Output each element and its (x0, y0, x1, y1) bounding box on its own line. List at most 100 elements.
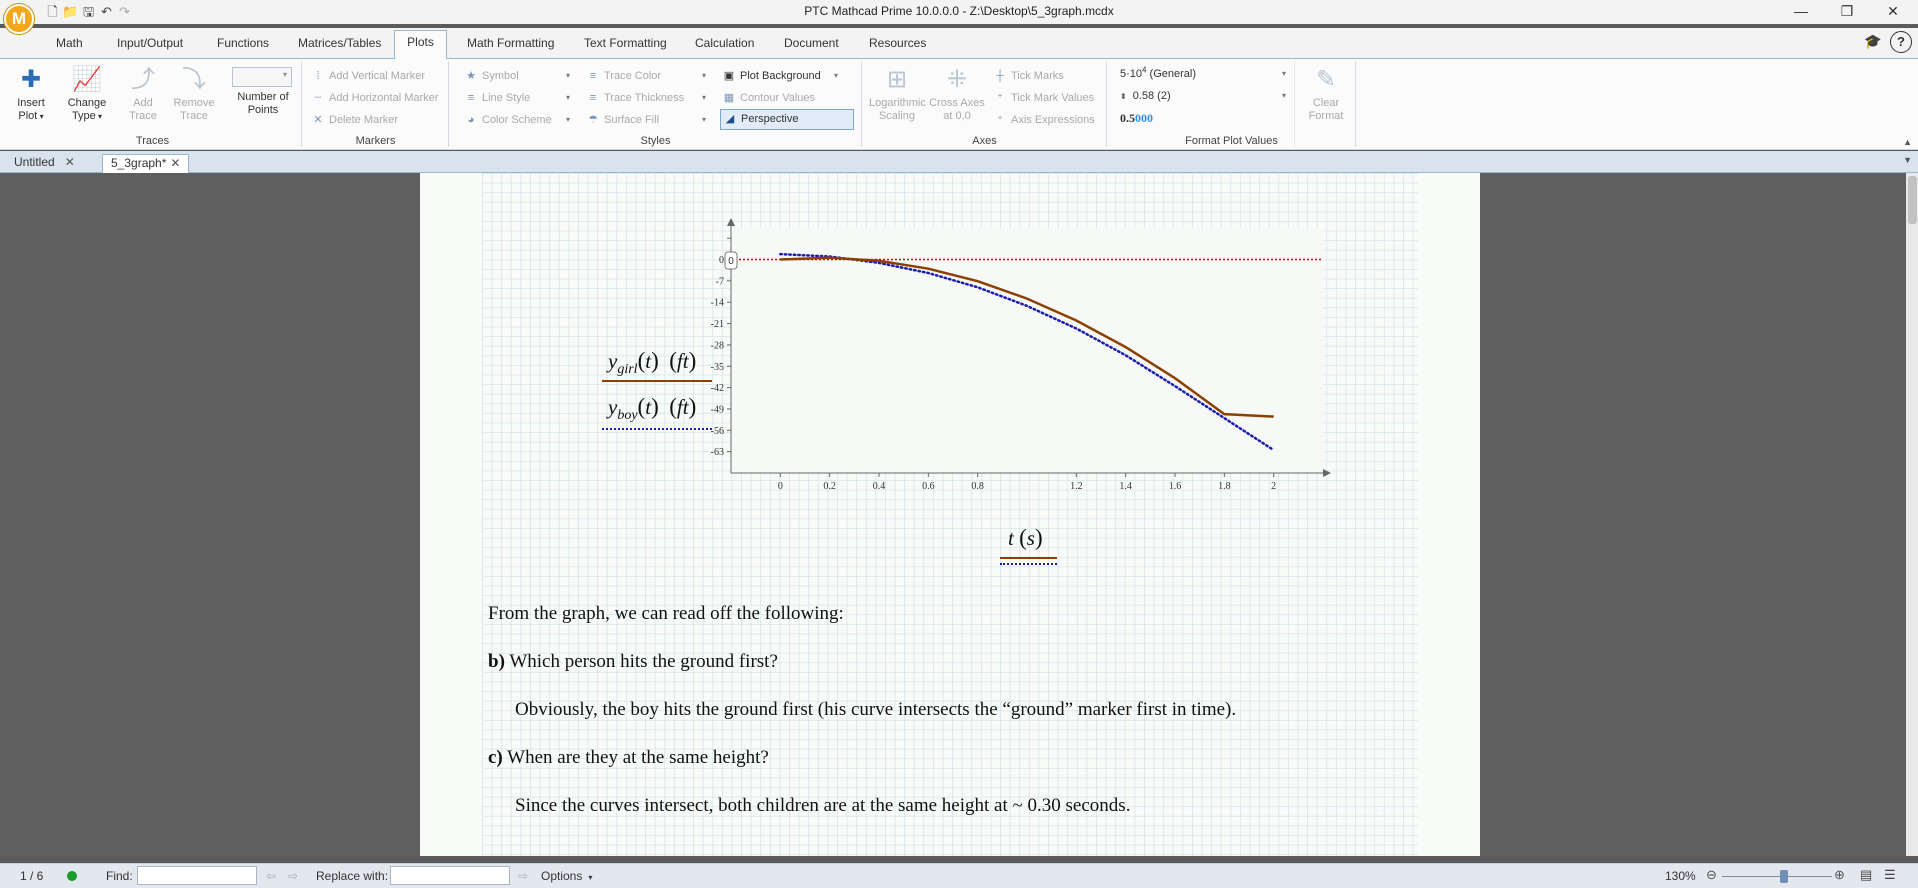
question-b[interactable]: b) Which person hits the ground first? (488, 651, 778, 673)
add-trace-button[interactable]: ⤴ Add Trace (124, 65, 162, 123)
open-folder-icon[interactable]: 📁 (62, 4, 79, 19)
x-axis-label[interactable]: t (s) (1008, 525, 1043, 550)
page-view-icon[interactable]: ▤ (1860, 867, 1873, 882)
add-horizontal-marker-label: Add Horizontal Marker (329, 92, 439, 104)
line-style-label: Line Style (482, 92, 531, 104)
tab-input-output[interactable]: Input/Output (117, 36, 184, 50)
change-type-button[interactable]: 📈 Change Type ▾ (67, 66, 107, 122)
tick-values-icon: ⁺ (997, 92, 1003, 104)
zoom-slider-thumb[interactable] (1780, 870, 1788, 883)
precision-stepper[interactable]: ⬍ 0.58 (2) ▾ (1120, 90, 1286, 102)
delete-marker-label: Delete Marker (329, 114, 399, 126)
new-document-icon[interactable]: 🗋 (47, 4, 58, 19)
window-title: PTC Mathcad Prime 10.0.0.0 - Z:\Desktop\… (804, 4, 1114, 18)
tab-plots[interactable]: Plots (394, 30, 447, 59)
format-dropdown[interactable]: 5·104 (General) ▾ (1120, 65, 1286, 80)
cross-axes-button[interactable]: ⁜ Cross Axes at 0,0 (929, 65, 985, 123)
y-tick-label: -21 (711, 319, 724, 330)
contour-values-button[interactable]: ▦ Contour Values (722, 89, 815, 107)
clear-format-button[interactable]: ✎ Clear Format (1301, 65, 1351, 123)
trace-thickness-dropdown[interactable]: ≡ Trace Thickness ▾ (586, 89, 710, 107)
tick-marks-button[interactable]: ┼ Tick Marks (993, 67, 1064, 85)
add-horizontal-marker-button[interactable]: ┄ Add Horizontal Marker (311, 89, 439, 107)
tab-resources[interactable]: Resources (869, 36, 927, 50)
answer-c[interactable]: Since the curves intersect, both childre… (515, 795, 1131, 816)
doc-tab-untitled-label: Untitled (14, 155, 55, 169)
tick-mark-values-label: Tick Mark Values (1011, 92, 1095, 104)
vertical-scrollbar[interactable] (1906, 173, 1918, 856)
line-style-dropdown[interactable]: ≡ Line Style ▾ (464, 89, 574, 107)
surface-fill-dropdown[interactable]: ☂ Surface Fill ▾ (586, 111, 710, 129)
tab-text-formatting[interactable]: Text Formatting (584, 36, 667, 50)
line-style-icon: ≡ (467, 92, 475, 104)
x-tick-label: 0.4 (873, 481, 886, 492)
zoom-slider-track[interactable] (1722, 876, 1832, 877)
color-scheme-dropdown[interactable]: ◕ Color Scheme ▾ (464, 111, 574, 129)
x-tick-label: 1.6 (1169, 481, 1182, 492)
redo-icon[interactable]: ↷ (119, 4, 130, 19)
plot-background-dropdown[interactable]: ▣ Plot Background ▾ (722, 67, 852, 85)
replace-icon[interactable]: ⇨ (518, 869, 529, 883)
tab-matrices-tables[interactable]: Matrices/Tables (298, 36, 382, 50)
tab-list-icon[interactable]: ▼ (1903, 155, 1912, 165)
axis-expressions-button[interactable]: ⁺ Axis Expressions (993, 111, 1095, 129)
change-type-label: Change Type (67, 97, 107, 122)
restore-button[interactable]: ❐ (1840, 3, 1854, 19)
x-tick-label: 1.2 (1070, 481, 1083, 492)
xy-plot[interactable]: 0 0.2 0.4 0.6 0.8 1.2 1.4 1.6 1.8 2 0 -7 -14 -21 -28 -… (420, 173, 1480, 573)
tab-functions[interactable]: Functions (217, 36, 270, 50)
save-icon[interactable]: 🖫 (82, 4, 95, 19)
zoom-in-icon[interactable]: ⊕ (1834, 867, 1845, 882)
x-tick-label: 1.8 (1218, 481, 1231, 492)
replace-input[interactable] (390, 866, 510, 885)
styles-group-label: Styles (640, 135, 671, 147)
mathcad-logo[interactable]: M (4, 4, 34, 34)
find-previous-icon[interactable]: ⇦ (266, 869, 277, 883)
graduation-cap-icon[interactable]: 🎓 (1864, 33, 1882, 49)
remove-trace-button[interactable]: ⤵ Remove Trace (172, 65, 216, 123)
answer-b[interactable]: Obviously, the boy hits the ground first… (515, 699, 1237, 720)
legend-boy[interactable]: yboy(t) (ft) (608, 394, 697, 424)
tab-math-formatting[interactable]: Math Formatting (467, 36, 555, 50)
worksheet-page[interactable]: 0 0.2 0.4 0.6 0.8 1.2 1.4 1.6 1.8 2 0 -7 -14 -21 -28 -… (420, 173, 1480, 856)
format-mantissa: 5·10 (1120, 68, 1143, 80)
zoom-out-icon[interactable]: ⊖ (1706, 867, 1717, 882)
minimize-button[interactable]: — (1794, 3, 1808, 19)
help-icon[interactable]: ? (1890, 31, 1912, 53)
y-marker-label-box[interactable] (724, 251, 738, 270)
symbol-dropdown[interactable]: ★ Symbol ▾ (464, 67, 574, 85)
traces-group-label: Traces (135, 135, 170, 147)
tab-math[interactable]: Math (56, 36, 83, 50)
x-tick-label: 0.8 (971, 481, 984, 492)
add-vertical-marker-button[interactable]: ⁞ Add Vertical Marker (311, 67, 425, 85)
options-dropdown[interactable]: Options ▾ (541, 869, 593, 883)
tab-document[interactable]: Document (784, 36, 839, 50)
tab-calculation[interactable]: Calculation (695, 36, 755, 50)
undo-icon[interactable]: ↶ (101, 4, 112, 19)
ribbon-collapse-icon[interactable]: ▲ (1903, 137, 1912, 147)
doc-tab-untitled[interactable]: Untitled ✕ (6, 154, 83, 173)
find-next-icon[interactable]: ⇨ (288, 869, 299, 883)
number-of-points-input[interactable]: ▾ (232, 67, 292, 87)
paragraph-intro[interactable]: From the graph, we can read off the foll… (488, 603, 844, 624)
perspective-toggle[interactable]: ◢ Perspective (720, 109, 854, 130)
logarithmic-scaling-button[interactable]: ⊞ Logarithmic Scaling (869, 65, 926, 123)
cross-axes-label: Cross Axes at 0,0 (929, 97, 985, 122)
draft-view-icon[interactable]: ☰ (1884, 867, 1896, 882)
worksheet-area[interactable]: 0 0.2 0.4 0.6 0.8 1.2 1.4 1.6 1.8 2 0 -7 -14 -21 -28 -… (0, 173, 1906, 856)
y-ticks: 0 -7 -14 -21 -28 -35 -42 -49 -56 -63 (711, 237, 731, 458)
insert-plot-button[interactable]: ✚ Insert Plot ▾ (17, 66, 45, 122)
trace-color-dropdown[interactable]: ≡ Trace Color ▾ (586, 67, 710, 85)
doc-tab-5-3graph[interactable]: 5_3graph* ✕ (102, 154, 190, 173)
tick-mark-values-button[interactable]: ⁺ Tick Mark Values (993, 89, 1094, 107)
close-button[interactable]: ✕ (1887, 3, 1899, 19)
calculation-status-icon (67, 871, 77, 881)
scrollbar-thumb[interactable] (1908, 176, 1917, 224)
question-c[interactable]: c) When are they at the same height? (488, 747, 769, 769)
legend-girl[interactable]: ygirl(t) (ft) (608, 348, 697, 378)
delete-marker-button[interactable]: ✕ Delete Marker (311, 111, 398, 129)
close-tab-icon[interactable]: ✕ (170, 156, 181, 170)
close-tab-icon[interactable]: ✕ (64, 155, 75, 169)
legend-girl-sub: girl (617, 362, 638, 378)
find-input[interactable] (137, 866, 257, 885)
